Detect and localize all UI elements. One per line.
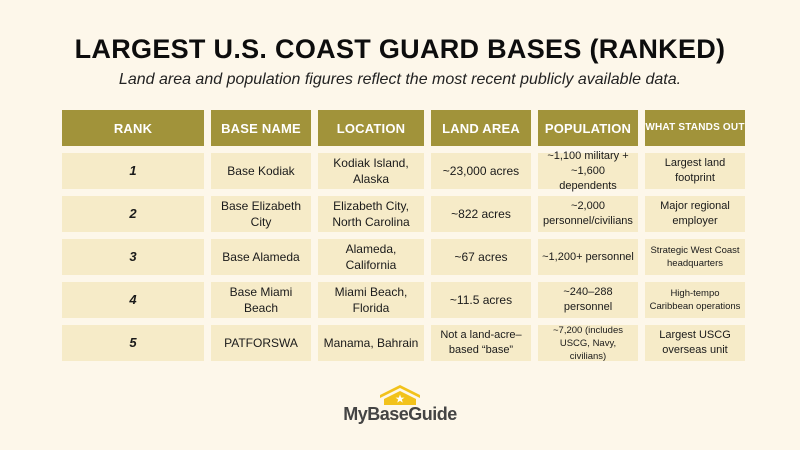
row-2-standout: Major regional employer [645,196,745,232]
header-what-stands-out: WHAT STANDS OUT [645,110,745,146]
row-2-name: Base Elizabeth City [211,196,311,232]
row-1-name: Base Kodiak [211,153,311,189]
row-5-rank: 5 [62,325,204,361]
row-2-location: Elizabeth City, North Carolina [318,196,424,232]
row-1-area: ~23,000 acres [431,153,531,189]
header-land-area: LAND AREA [431,110,531,146]
row-3-name: Base Alameda [211,239,311,275]
row-4-population: ~240–288 personnel [538,282,638,318]
row-4-area: ~11.5 acres [431,282,531,318]
row-2-population: ~2,000 personnel/civilians [538,196,638,232]
row-5-population: ~7,200 (includes USCG, Navy, civilians) [538,325,638,362]
row-4-standout: High-tempo Caribbean operations [645,282,745,318]
row-5-location: Manama, Bahrain [318,325,424,361]
row-3-location: Alameda, California [318,239,424,275]
row-3-standout: Strategic West Coast headquarters [645,239,745,275]
header-population: POPULATION [538,110,638,146]
row-1-rank: 1 [62,153,204,189]
row-5-name: PATFORSWA [211,325,311,361]
brand-logo: MyBaseGuide [0,384,800,425]
header-base-name: BASE NAME [211,110,311,146]
row-2-area: ~822 acres [431,196,531,232]
row-3-rank: 3 [62,239,204,275]
row-5-area: Not a land-acre–based “base” [431,325,531,361]
row-4-name: Base Miami Beach [211,282,311,318]
page-subtitle: Land area and population figures reflect… [118,71,682,88]
header-rank: RANK [62,110,204,146]
row-5-standout: Largest USCG overseas unit [645,325,745,361]
row-1-population: ~1,100 military + ~1,600 dependents [538,150,638,192]
house-chevron-star-icon [380,385,420,405]
row-1-location: Kodiak Island, Alaska [318,153,424,189]
row-3-area: ~67 acres [431,239,531,275]
brand-logo-text: MyBaseGuide [343,404,457,424]
page-title: LARGEST U.S. COAST GUARD BASES (RANKED) [74,34,726,64]
row-1-standout: Largest land footprint [645,153,745,189]
row-4-rank: 4 [62,282,204,318]
header-location: LOCATION [318,110,424,146]
row-3-population: ~1,200+ personnel [538,239,638,275]
row-2-rank: 2 [62,196,204,232]
row-4-location: Miami Beach, Florida [318,282,424,318]
bases-table: RANK BASE NAME LOCATION LAND AREA POPULA… [62,110,745,362]
